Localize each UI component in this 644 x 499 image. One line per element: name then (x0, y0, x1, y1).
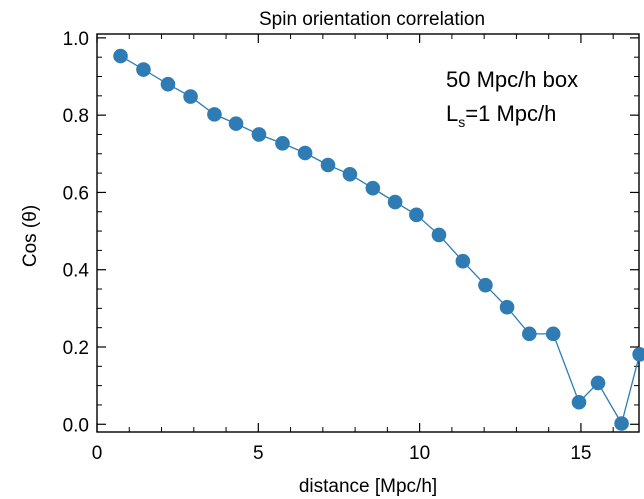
data-point (632, 347, 644, 362)
data-point (590, 375, 606, 391)
data-point (342, 166, 358, 182)
data-point (113, 48, 128, 64)
x-axis-label: distance [Mpc/h] (299, 476, 437, 497)
data-point (455, 253, 471, 269)
data-point (297, 145, 313, 161)
data-point (207, 107, 222, 122)
x-tick-label: 10 (409, 443, 430, 464)
data-point (499, 299, 515, 315)
y-tick-label: 0.6 (63, 183, 89, 204)
data-point (478, 277, 493, 293)
y-tick-label: 1.0 (63, 29, 89, 50)
x-tick-label: 15 (570, 443, 591, 464)
data-point (431, 227, 447, 243)
data-point (320, 157, 336, 173)
annotation-box-size: 50 Mpc/h box (446, 67, 578, 92)
chart-title: Spin orientation correlation (259, 9, 485, 30)
x-tick-label: 0 (92, 443, 103, 464)
plot-frame (96, 33, 640, 433)
data-point (365, 180, 381, 196)
axis-ticks (96, 34, 639, 432)
x-tick-label: 5 (253, 443, 264, 464)
axis-tick-labels: 0 5 10 15 0.0 0.2 0.4 0.6 0.8 1.0 (63, 29, 592, 464)
data-point (614, 416, 629, 431)
data-point (228, 116, 244, 131)
data-point (183, 89, 198, 104)
data-point (409, 207, 424, 223)
data-point (251, 127, 267, 142)
annotation-ls-rest: =1 Mpc/h (465, 101, 556, 126)
annotation-ls-subscript: s (458, 114, 465, 130)
data-point (160, 76, 176, 92)
data-point (387, 194, 403, 210)
data-point (571, 394, 587, 410)
data-point (545, 326, 561, 342)
data-point (522, 326, 537, 342)
data-point (136, 62, 151, 77)
y-axis-label: Cos (θ) (20, 205, 41, 267)
series-line (120, 55, 641, 426)
y-tick-label: 0.2 (63, 338, 89, 359)
annotation-ls-main: L (446, 101, 458, 126)
y-tick-label: 0.4 (63, 261, 90, 282)
y-tick-label: 0.8 (63, 106, 89, 127)
annotation-smoothing-length: Ls=1 Mpc/h (446, 101, 556, 130)
y-tick-label: 0.0 (63, 415, 89, 436)
series-layer (113, 48, 644, 431)
plot-border (96, 33, 640, 433)
data-point (275, 136, 290, 151)
